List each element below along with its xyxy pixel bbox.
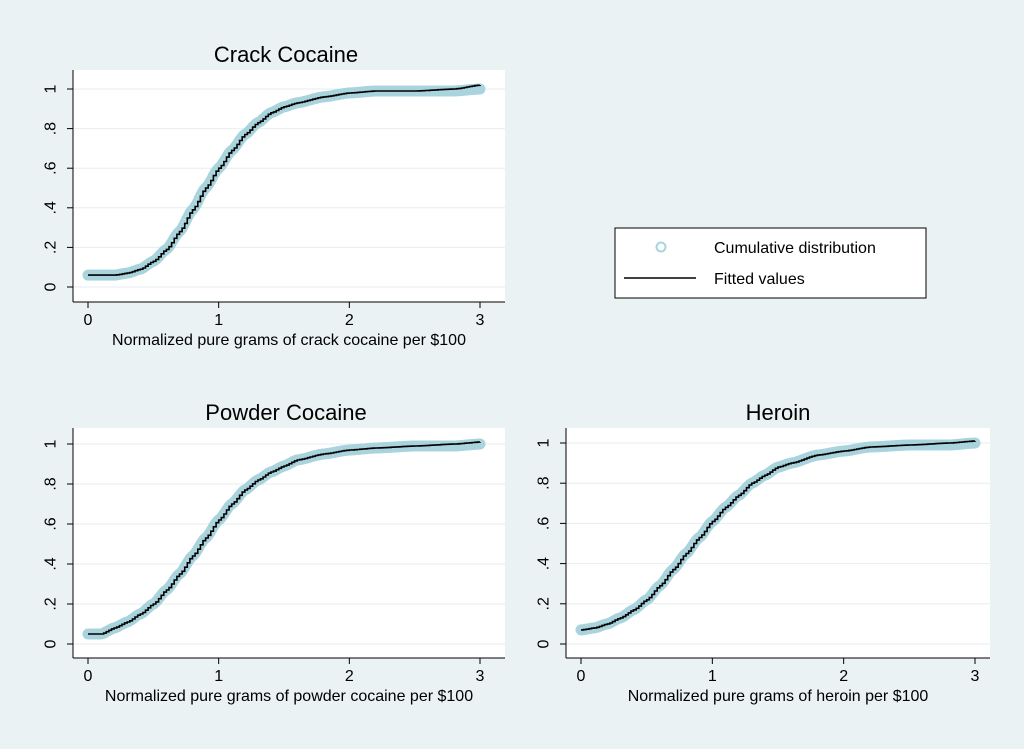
y-tick-label: 1 — [43, 84, 60, 93]
chart-panel-1: 0 .2 .4 .6 .8 1 0 1 2 3 Crack Cocaine Normalized pu… — [43, 42, 505, 349]
x-tick-label: 0 — [84, 312, 93, 329]
y-tick-label: .4 — [43, 201, 60, 214]
y-tick-label: .6 — [43, 161, 60, 174]
x-tick-label: 1 — [214, 312, 223, 329]
legend-label-cdf: Cumulative distribution — [714, 240, 876, 257]
chart-panel-2: 0 .2 .4 .6 .8 1 0 1 2 3 Powder Cocaine Normalized p… — [43, 400, 505, 705]
x-tick-label: 3 — [476, 668, 485, 685]
y-tick-label: .4 — [536, 557, 553, 570]
x-axis-label: Normalized pure grams of powder cocaine … — [105, 688, 473, 705]
y-tick-label: .8 — [43, 122, 60, 135]
x-tick-label: 1 — [708, 668, 717, 685]
x-tick-label: 3 — [476, 312, 485, 329]
x-tick-label: 1 — [214, 668, 223, 685]
y-tick-label: .8 — [536, 476, 553, 489]
series-fitted-values-line — [88, 84, 481, 276]
chart-title: Powder Cocaine — [205, 400, 366, 425]
x-tick-label: 0 — [84, 668, 93, 685]
x-axis-label: Normalized pure grams of crack cocaine p… — [112, 332, 466, 349]
x-tick-label: 2 — [839, 668, 848, 685]
y-tick-label: .4 — [43, 557, 60, 570]
y-tick-label: .2 — [536, 597, 553, 610]
series-fitted-values-line — [581, 440, 976, 631]
legend-label-fitted: Fitted values — [714, 271, 805, 288]
x-tick-label: 2 — [345, 668, 354, 685]
y-tick-label: .2 — [43, 597, 60, 610]
chart-title: Heroin — [746, 400, 811, 425]
chart-panel-3: 0 .2 .4 .6 .8 1 0 1 2 3 Heroin Normalized pure gram… — [536, 400, 990, 705]
y-tick-label: 0 — [43, 282, 60, 291]
legend-marker-circle — [655, 241, 667, 253]
legend: Cumulative distribution Fitted values — [614, 227, 927, 299]
chart-title: Crack Cocaine — [214, 42, 358, 67]
series-fitted-values-line — [88, 441, 481, 635]
x-tick-label: 2 — [345, 312, 354, 329]
y-tick-label: .6 — [43, 517, 60, 530]
y-tick-label: 1 — [536, 438, 553, 447]
legend-box — [614, 227, 927, 299]
cdf-point — [969, 437, 981, 449]
x-axis-label: Normalized pure grams of heroin per $100 — [628, 688, 929, 705]
x-tick-label: 3 — [971, 668, 980, 685]
y-tick-label: .2 — [43, 241, 60, 254]
y-tick-label: .6 — [536, 517, 553, 530]
y-tick-label: 1 — [43, 439, 60, 448]
y-tick-label: 0 — [43, 639, 60, 648]
y-tick-label: .8 — [43, 477, 60, 490]
cdf-point — [474, 438, 486, 450]
chart-panels: 0 .2 .4 .6 .8 1 0 1 2 3 Crack Cocaine Normalized pu… — [43, 42, 990, 705]
x-tick-label: 0 — [577, 668, 586, 685]
y-tick-label: 0 — [536, 639, 553, 648]
